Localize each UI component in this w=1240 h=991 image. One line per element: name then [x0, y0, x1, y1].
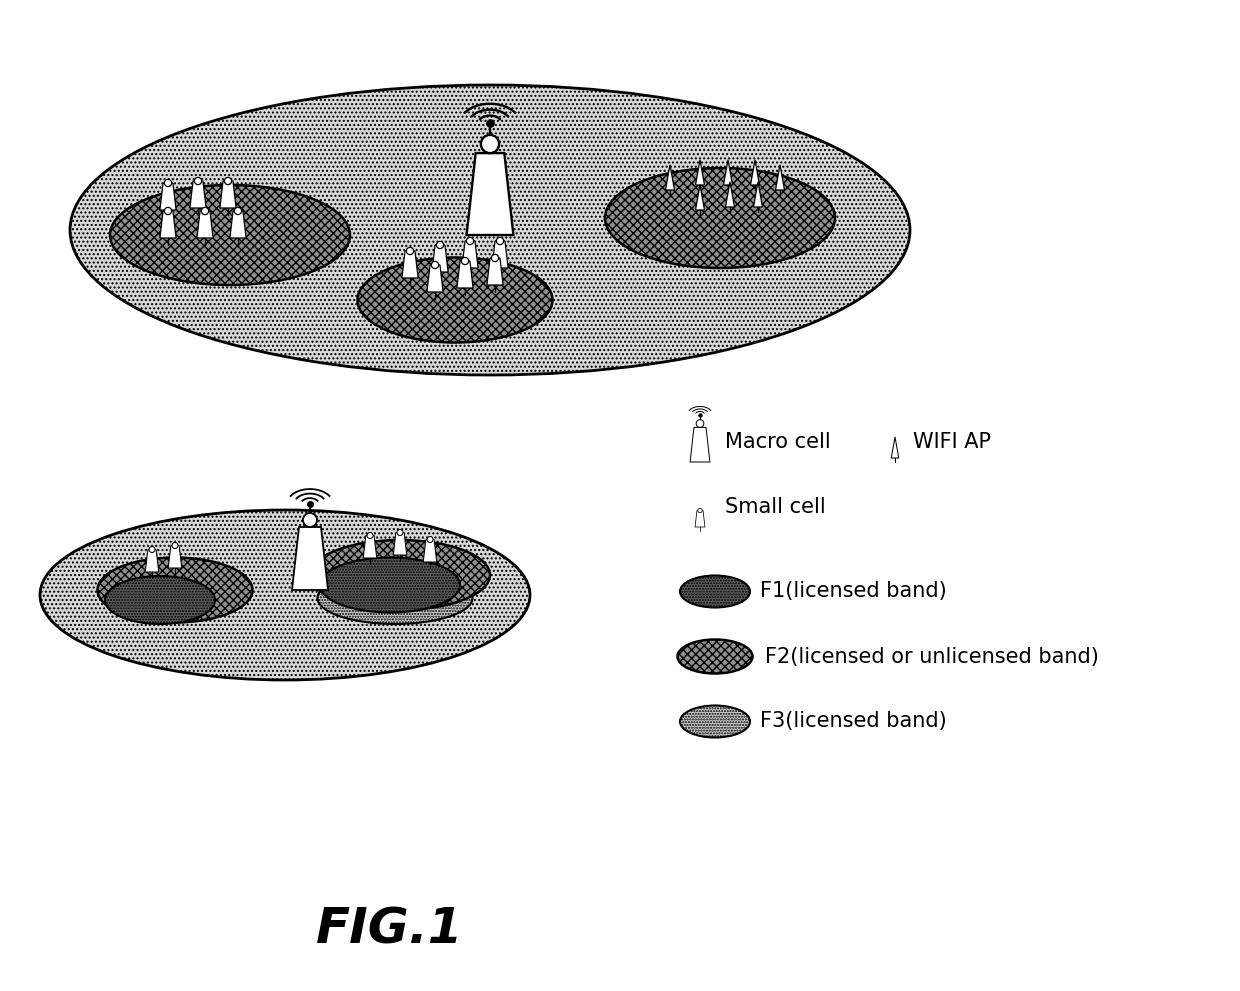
Polygon shape — [393, 532, 407, 555]
Polygon shape — [723, 160, 733, 185]
Circle shape — [201, 207, 208, 215]
Ellipse shape — [680, 706, 750, 737]
Polygon shape — [229, 211, 246, 238]
Circle shape — [698, 508, 702, 512]
Polygon shape — [691, 427, 709, 462]
Circle shape — [303, 513, 317, 527]
Ellipse shape — [662, 204, 797, 260]
Polygon shape — [696, 160, 704, 185]
Polygon shape — [696, 184, 704, 210]
Text: Small cell: Small cell — [725, 497, 826, 517]
Polygon shape — [160, 211, 176, 238]
Polygon shape — [427, 265, 443, 292]
Ellipse shape — [105, 576, 215, 624]
Circle shape — [165, 179, 171, 186]
Polygon shape — [666, 165, 675, 190]
Circle shape — [491, 255, 498, 262]
Polygon shape — [725, 181, 734, 207]
Polygon shape — [754, 181, 763, 207]
Polygon shape — [492, 241, 508, 268]
Ellipse shape — [680, 576, 750, 607]
Polygon shape — [892, 437, 899, 458]
Polygon shape — [169, 545, 182, 568]
Polygon shape — [775, 165, 785, 190]
Polygon shape — [750, 160, 759, 185]
Polygon shape — [487, 258, 503, 285]
Ellipse shape — [393, 289, 497, 335]
Circle shape — [149, 546, 155, 553]
Ellipse shape — [110, 185, 350, 285]
Polygon shape — [219, 181, 236, 208]
Polygon shape — [423, 539, 436, 562]
Polygon shape — [160, 183, 176, 210]
Polygon shape — [696, 510, 706, 527]
Circle shape — [432, 262, 439, 269]
Polygon shape — [461, 241, 479, 268]
Polygon shape — [197, 211, 213, 238]
Circle shape — [481, 135, 498, 153]
Text: Macro cell: Macro cell — [725, 432, 831, 452]
Text: WIFI AP: WIFI AP — [913, 432, 991, 452]
Circle shape — [696, 419, 704, 427]
Ellipse shape — [40, 510, 529, 680]
Text: FIG.1: FIG.1 — [316, 906, 464, 954]
Circle shape — [427, 536, 433, 542]
Circle shape — [436, 242, 444, 249]
Polygon shape — [402, 251, 418, 278]
Circle shape — [367, 532, 373, 538]
Circle shape — [172, 542, 179, 548]
Circle shape — [466, 238, 474, 245]
Circle shape — [195, 177, 202, 184]
Text: F3(licensed band): F3(licensed band) — [760, 712, 947, 731]
Circle shape — [461, 258, 469, 265]
Ellipse shape — [357, 258, 553, 343]
Ellipse shape — [145, 221, 275, 275]
Polygon shape — [145, 549, 159, 572]
Circle shape — [496, 238, 503, 245]
Circle shape — [224, 177, 232, 184]
Ellipse shape — [317, 572, 472, 624]
Ellipse shape — [605, 168, 835, 268]
Circle shape — [165, 207, 171, 215]
Polygon shape — [363, 535, 377, 558]
Polygon shape — [190, 181, 206, 208]
Ellipse shape — [98, 558, 253, 622]
Polygon shape — [466, 153, 513, 235]
Ellipse shape — [320, 558, 460, 612]
Circle shape — [234, 207, 242, 215]
Text: F1(licensed band): F1(licensed band) — [760, 582, 947, 602]
Polygon shape — [456, 261, 474, 288]
Ellipse shape — [69, 85, 910, 375]
Ellipse shape — [677, 639, 753, 674]
Circle shape — [407, 248, 414, 255]
Ellipse shape — [310, 540, 490, 610]
Polygon shape — [432, 245, 448, 272]
Text: F2(licensed or unlicensed band): F2(licensed or unlicensed band) — [765, 646, 1099, 667]
Polygon shape — [291, 527, 329, 590]
Circle shape — [397, 529, 403, 535]
